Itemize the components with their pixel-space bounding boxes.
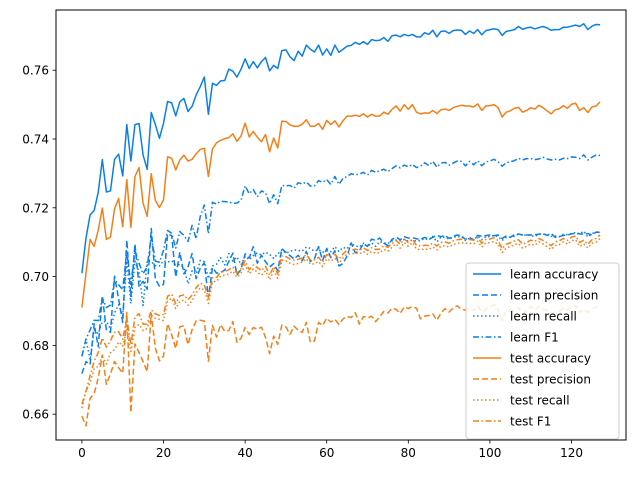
y-tick-label: 0.74 bbox=[22, 133, 49, 147]
x-tick-label: 120 bbox=[560, 446, 583, 460]
y-tick-label: 0.72 bbox=[22, 201, 49, 215]
legend-label: test accuracy bbox=[510, 352, 591, 366]
series-line-learn-recall bbox=[81, 230, 601, 361]
legend-label: learn F1 bbox=[510, 331, 559, 345]
series-line-test-precision bbox=[81, 303, 601, 427]
x-axis-ticks: 0 20 40 60 80 100 120 bbox=[78, 440, 583, 460]
series-line-learn-accuracy bbox=[81, 23, 601, 274]
series-layer bbox=[81, 23, 601, 427]
series-line-learn-precision bbox=[81, 227, 601, 374]
x-tick-label: 20 bbox=[156, 446, 171, 460]
legend-label: learn accuracy bbox=[510, 268, 598, 282]
axes-frame bbox=[55, 9, 627, 441]
legend-label: learn precision bbox=[510, 289, 598, 303]
y-tick-label: 0.66 bbox=[22, 408, 49, 422]
x-tick-label: 80 bbox=[401, 446, 416, 460]
series-line-test-accuracy bbox=[81, 101, 601, 308]
series-line-test-F1 bbox=[81, 234, 601, 405]
x-tick-label: 100 bbox=[478, 446, 501, 460]
y-tick-label: 0.68 bbox=[22, 339, 49, 353]
legend-label: test precision bbox=[510, 373, 591, 387]
x-tick-label: 0 bbox=[78, 446, 86, 460]
legend-label: learn recall bbox=[510, 310, 577, 324]
legend-label: test F1 bbox=[510, 415, 551, 429]
y-tick-label: 0.76 bbox=[22, 64, 49, 78]
y-axis-ticks: 0.66 0.68 0.70 0.72 0.74 0.76 bbox=[22, 64, 56, 422]
x-tick-label: 40 bbox=[237, 446, 252, 460]
series-line-learn-F1 bbox=[81, 154, 601, 357]
legend: learn accuracy learn precision learn recal… bbox=[465, 262, 620, 440]
y-tick-label: 0.70 bbox=[22, 270, 49, 284]
x-tick-label: 60 bbox=[319, 446, 334, 460]
legend-label: test recall bbox=[510, 394, 570, 408]
legend-box bbox=[465, 262, 620, 440]
